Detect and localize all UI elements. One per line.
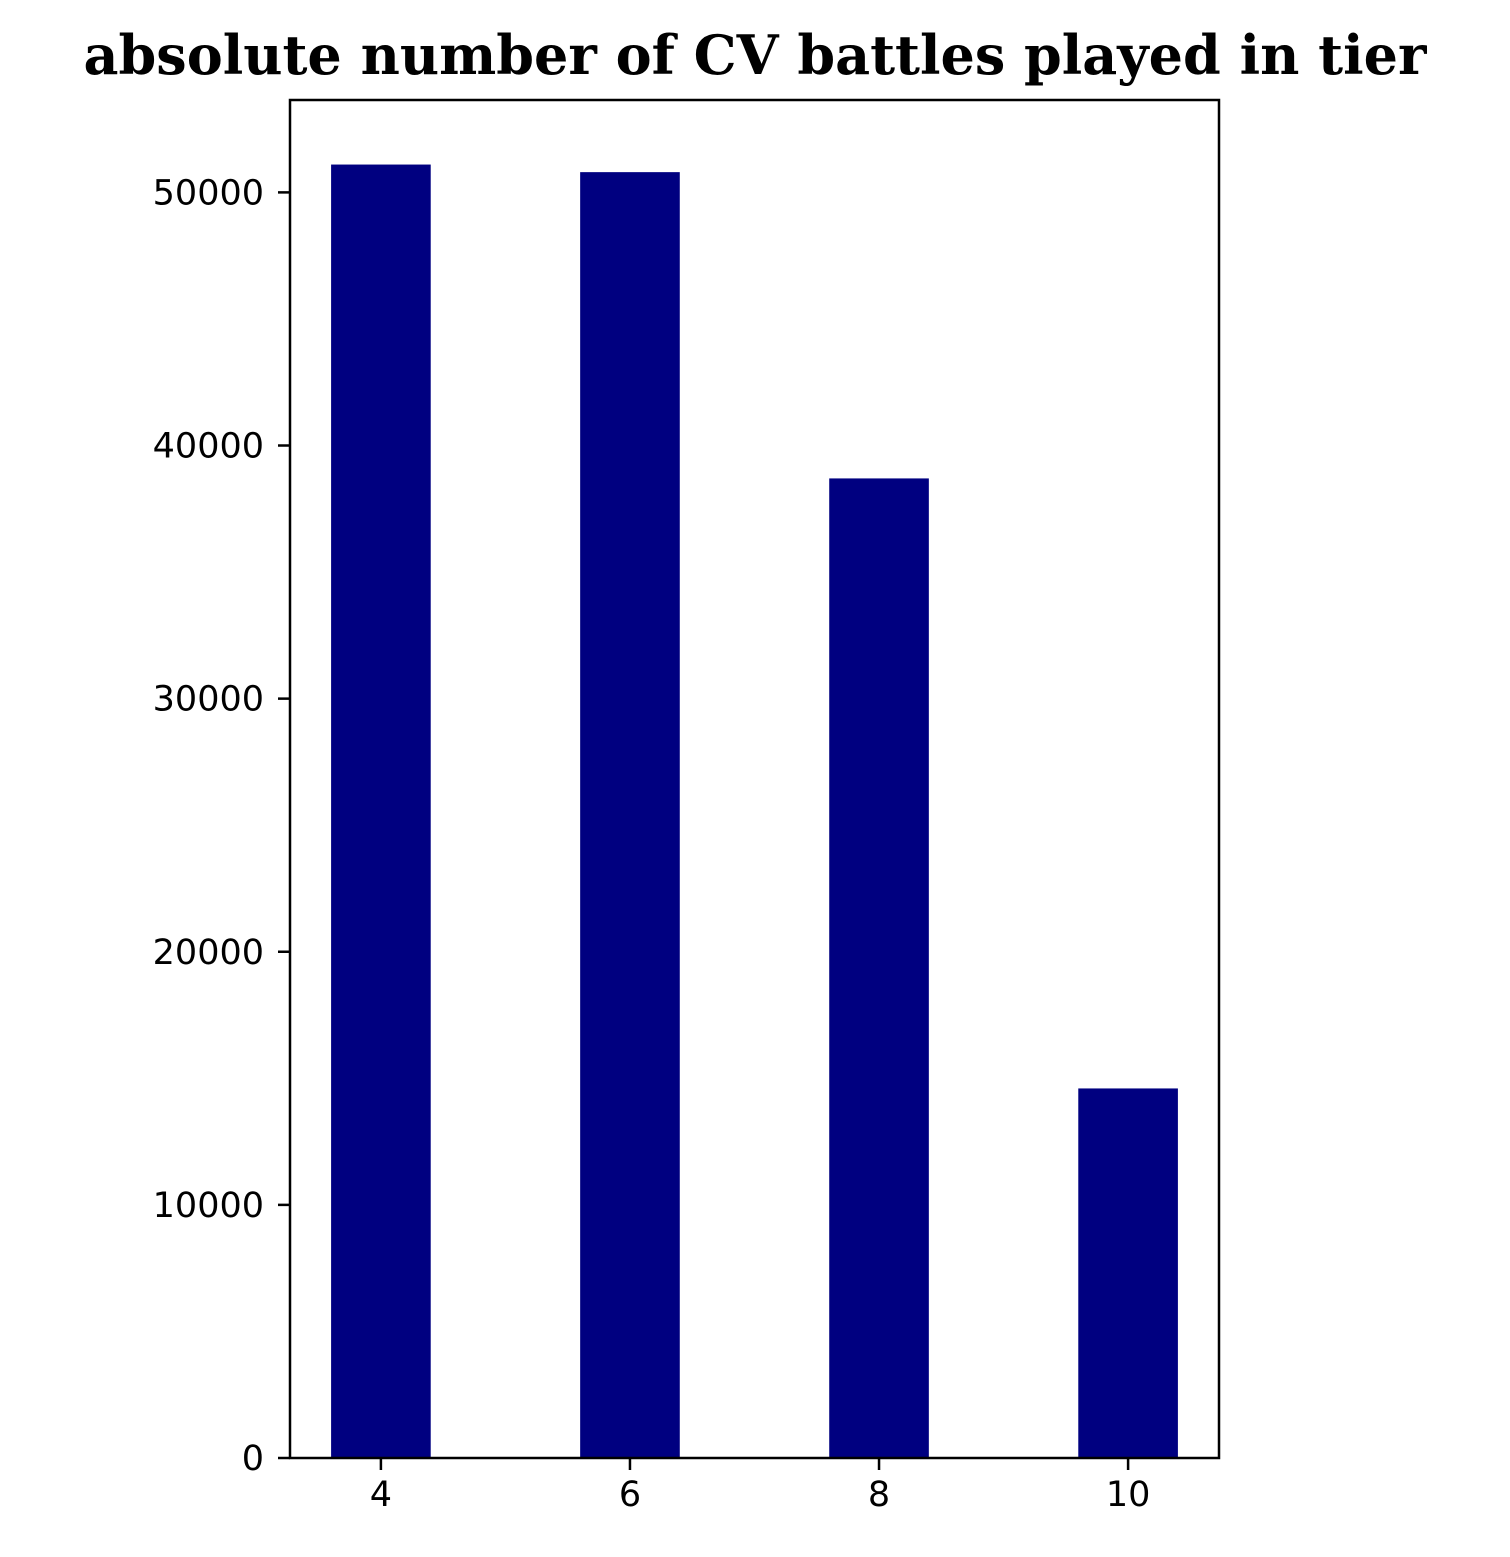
x-tick-label: 10 [1106,1475,1151,1515]
y-axis: 0 10000 20000 30000 40000 50000 [153,173,290,1479]
y-tick-label: 40000 [153,427,264,467]
bar-tier-4 [331,164,431,1458]
y-tick-label: 0 [242,1439,264,1479]
y-tick-label: 50000 [153,173,264,213]
y-tick-label: 20000 [153,933,264,973]
x-axis: 4 6 8 10 [370,1458,1151,1515]
bars-group [331,164,1178,1459]
bar-tier-10 [1078,1088,1178,1458]
bar-tier-8 [829,478,929,1459]
plot-frame [288,98,1221,1460]
bar-tier-6 [580,172,680,1459]
x-tick-label: 8 [868,1475,890,1515]
y-tick-label: 10000 [153,1186,264,1226]
y-tick-label: 30000 [153,680,264,720]
x-tick-label: 6 [619,1475,641,1515]
chart-title: absolute number of CV battles played in … [84,23,1427,87]
x-tick-label: 4 [370,1475,392,1515]
